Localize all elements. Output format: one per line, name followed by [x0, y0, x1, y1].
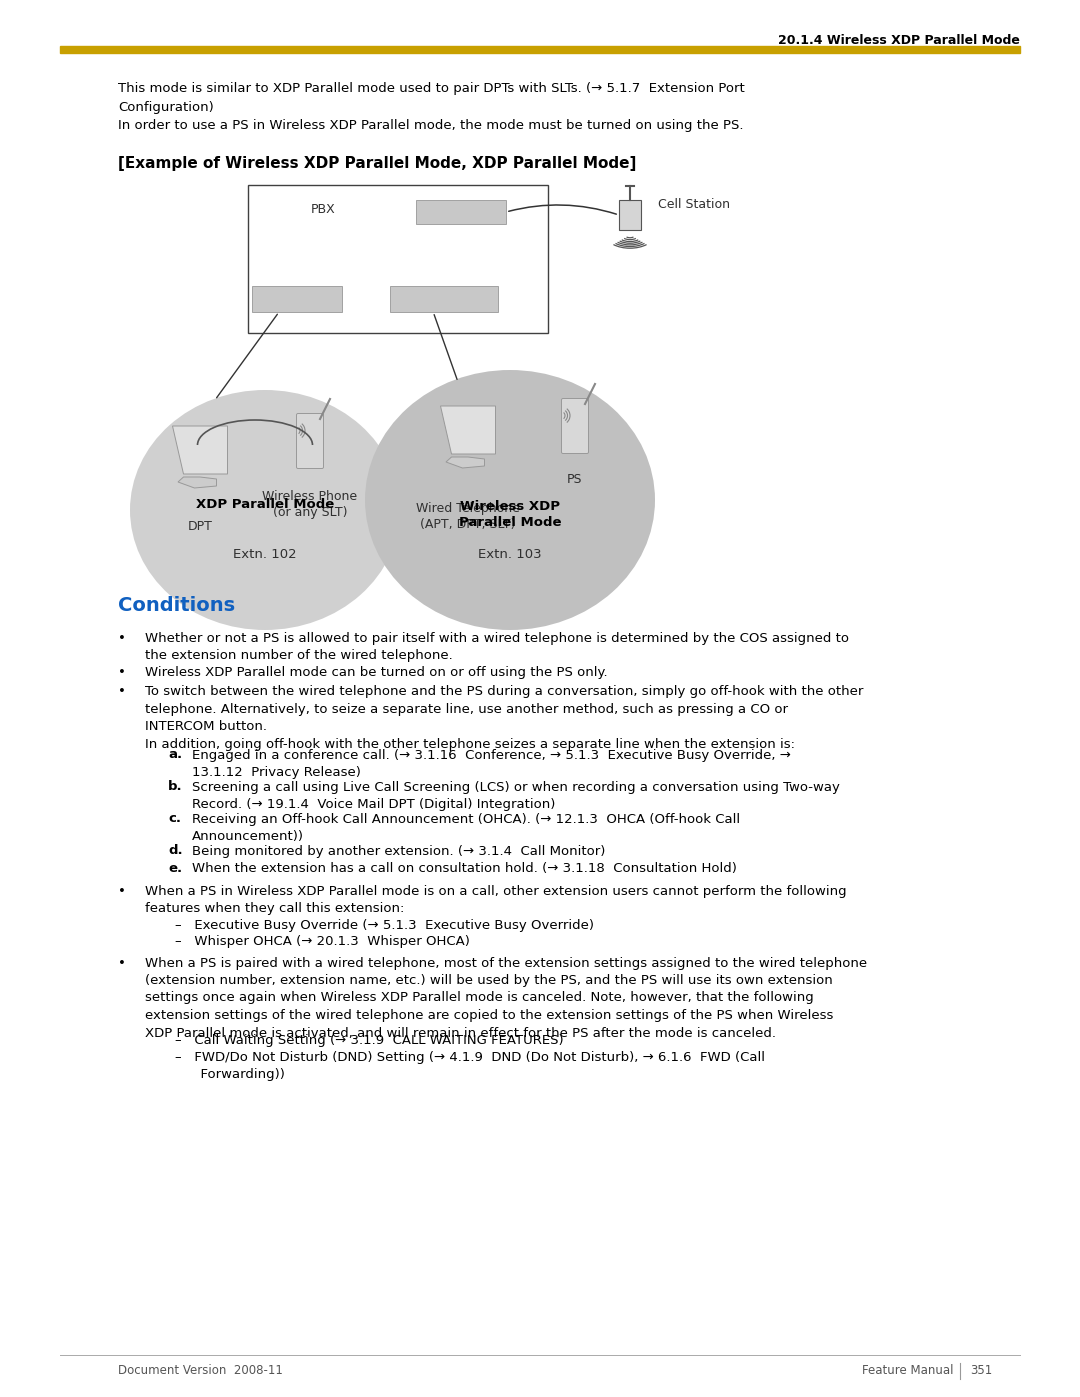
Text: e.: e. — [168, 862, 183, 875]
Bar — [248, 184, 548, 332]
Text: Wireless XDP Parallel mode can be turned on or off using the PS only.: Wireless XDP Parallel mode can be turned… — [145, 666, 608, 679]
Bar — [619, 200, 642, 231]
Text: Cell Station: Cell Station — [658, 198, 730, 211]
Text: Extn. 103: Extn. 103 — [478, 548, 542, 562]
Text: Extension Card: Extension Card — [402, 293, 486, 305]
Polygon shape — [178, 476, 216, 488]
Text: [Example of Wireless XDP Parallel Mode, XDP Parallel Mode]: [Example of Wireless XDP Parallel Mode, … — [118, 156, 636, 170]
Bar — [60, 46, 1020, 53]
Polygon shape — [441, 407, 496, 454]
Text: •: • — [118, 957, 126, 970]
FancyBboxPatch shape — [562, 398, 589, 454]
Bar — [416, 200, 507, 224]
FancyBboxPatch shape — [297, 414, 324, 468]
Text: Wireless Phone
(or any SLT): Wireless Phone (or any SLT) — [262, 490, 357, 520]
Text: –   Call Waiting Setting (→ 3.1.9  CALL WAITING FEATURES): – Call Waiting Setting (→ 3.1.9 CALL WAI… — [175, 1034, 564, 1046]
Text: a.: a. — [168, 749, 183, 761]
Text: Screening a call using Live Call Screening (LCS) or when recording a conversatio: Screening a call using Live Call Screeni… — [192, 781, 840, 812]
Ellipse shape — [365, 370, 654, 630]
Bar — [390, 286, 498, 312]
Text: b.: b. — [168, 781, 183, 793]
Text: Document Version  2008-11: Document Version 2008-11 — [118, 1365, 283, 1377]
Text: XDP Parallel Mode: XDP Parallel Mode — [195, 497, 334, 511]
Text: DHLC Card: DHLC Card — [267, 293, 327, 305]
Text: Wired Telephone
(APT, DPT, SLT): Wired Telephone (APT, DPT, SLT) — [416, 502, 519, 531]
Text: d.: d. — [168, 845, 183, 858]
Text: CSIF Card: CSIF Card — [434, 207, 488, 217]
Text: When the extension has a call on consultation hold. (→ 3.1.18  Consultation Hold: When the extension has a call on consult… — [192, 862, 737, 875]
Text: Being monitored by another extension. (→ 3.1.4  Call Monitor): Being monitored by another extension. (→… — [192, 845, 606, 858]
Ellipse shape — [130, 390, 400, 630]
Text: •: • — [118, 666, 126, 679]
Text: •: • — [118, 884, 126, 897]
Text: c.: c. — [168, 813, 181, 826]
Text: To switch between the wired telephone and the PS during a conversation, simply g: To switch between the wired telephone an… — [145, 686, 863, 752]
Text: –   FWD/Do Not Disturb (DND) Setting (→ 4.1.9  DND (Do Not Disturb), → 6.1.6  FW: – FWD/Do Not Disturb (DND) Setting (→ 4.… — [175, 1051, 765, 1081]
Text: PS: PS — [567, 474, 583, 486]
Text: Engaged in a conference call. (→ 3.1.16  Conference, → 5.1.3  Executive Busy Ove: Engaged in a conference call. (→ 3.1.16 … — [192, 749, 791, 780]
Bar — [252, 286, 342, 312]
Text: Whether or not a PS is allowed to pair itself with a wired telephone is determin: Whether or not a PS is allowed to pair i… — [145, 631, 849, 662]
Polygon shape — [446, 457, 485, 468]
Text: –   Whisper OHCA (→ 20.1.3  Whisper OHCA): – Whisper OHCA (→ 20.1.3 Whisper OHCA) — [175, 935, 470, 949]
Text: Receiving an Off-hook Call Announcement (OHCA). (→ 12.1.3  OHCA (Off-hook Call
A: Receiving an Off-hook Call Announcement … — [192, 813, 740, 842]
Text: This mode is similar to XDP Parallel mode used to pair DPTs with SLTs. (→ 5.1.7 : This mode is similar to XDP Parallel mod… — [118, 82, 745, 131]
Text: •: • — [118, 631, 126, 645]
Text: 351: 351 — [970, 1365, 993, 1377]
Text: Extn. 102: Extn. 102 — [233, 548, 297, 562]
Text: Wireless XDP
Parallel Mode: Wireless XDP Parallel Mode — [459, 500, 562, 529]
Text: DPT: DPT — [188, 520, 213, 534]
Polygon shape — [173, 426, 228, 474]
Text: Conditions: Conditions — [118, 597, 235, 615]
Text: Feature Manual: Feature Manual — [862, 1365, 954, 1377]
Text: •: • — [118, 686, 126, 698]
Text: When a PS is paired with a wired telephone, most of the extension settings assig: When a PS is paired with a wired telepho… — [145, 957, 867, 1039]
Text: –   Executive Busy Override (→ 5.1.3  Executive Busy Override): – Executive Busy Override (→ 5.1.3 Execu… — [175, 918, 594, 932]
Text: When a PS in Wireless XDP Parallel mode is on a call, other extension users cann: When a PS in Wireless XDP Parallel mode … — [145, 884, 847, 915]
Text: 20.1.4 Wireless XDP Parallel Mode: 20.1.4 Wireless XDP Parallel Mode — [778, 34, 1020, 46]
Text: PBX: PBX — [311, 203, 336, 217]
